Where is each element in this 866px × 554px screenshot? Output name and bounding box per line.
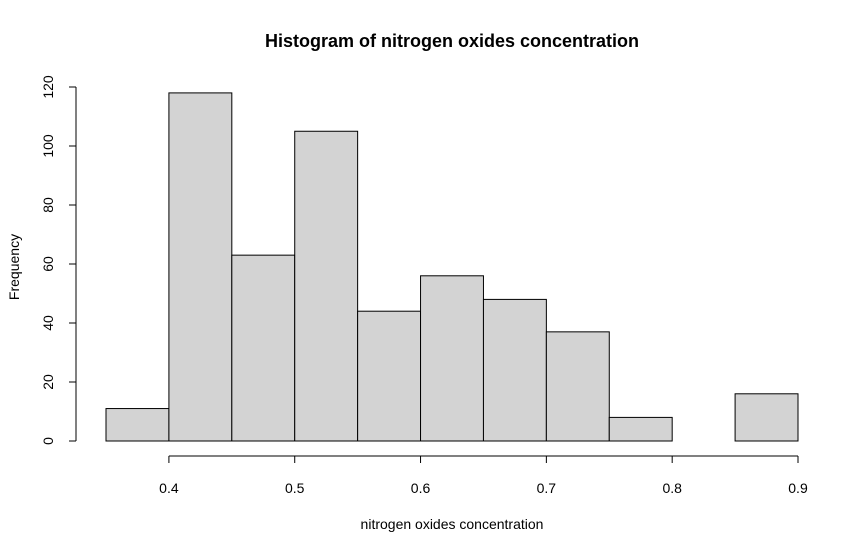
histogram-bar bbox=[545, 331, 610, 442]
x-tick-label: 0.5 bbox=[285, 480, 305, 496]
histogram-bar bbox=[608, 416, 673, 442]
y-tick-label: 20 bbox=[40, 374, 56, 390]
y-tick-label: 120 bbox=[40, 75, 56, 99]
y-tick-label: 100 bbox=[40, 134, 56, 158]
y-tick-label: 40 bbox=[40, 315, 56, 331]
x-tick-label: 0.8 bbox=[662, 480, 682, 496]
x-axis-label: nitrogen oxides concentration bbox=[361, 516, 544, 532]
histogram-bar bbox=[105, 408, 170, 442]
histogram-bar bbox=[357, 310, 422, 442]
y-axis-label: Frequency bbox=[6, 234, 22, 300]
x-tick-label: 0.4 bbox=[159, 480, 179, 496]
x-tick-label: 0.7 bbox=[537, 480, 557, 496]
histogram-bar bbox=[231, 254, 296, 442]
y-axis: 0 20 40 60 80 100 120 bbox=[40, 75, 77, 445]
x-tick-label: 0.6 bbox=[411, 480, 431, 496]
x-tick-label: 0.9 bbox=[788, 480, 808, 496]
x-axis: 0.4 0.5 0.6 0.7 0.8 0.9 bbox=[159, 455, 808, 496]
histogram-bar bbox=[168, 92, 233, 442]
y-tick-label: 0 bbox=[40, 437, 56, 445]
y-tick-label: 60 bbox=[40, 256, 56, 272]
chart-title: Histogram of nitrogen oxides concentrati… bbox=[265, 31, 639, 51]
y-tick-label: 80 bbox=[40, 197, 56, 213]
histogram-bar bbox=[734, 393, 799, 442]
histogram-bar bbox=[482, 298, 547, 442]
bars-group bbox=[105, 92, 799, 442]
histogram-bar bbox=[294, 130, 359, 442]
histogram-bar bbox=[420, 275, 484, 442]
